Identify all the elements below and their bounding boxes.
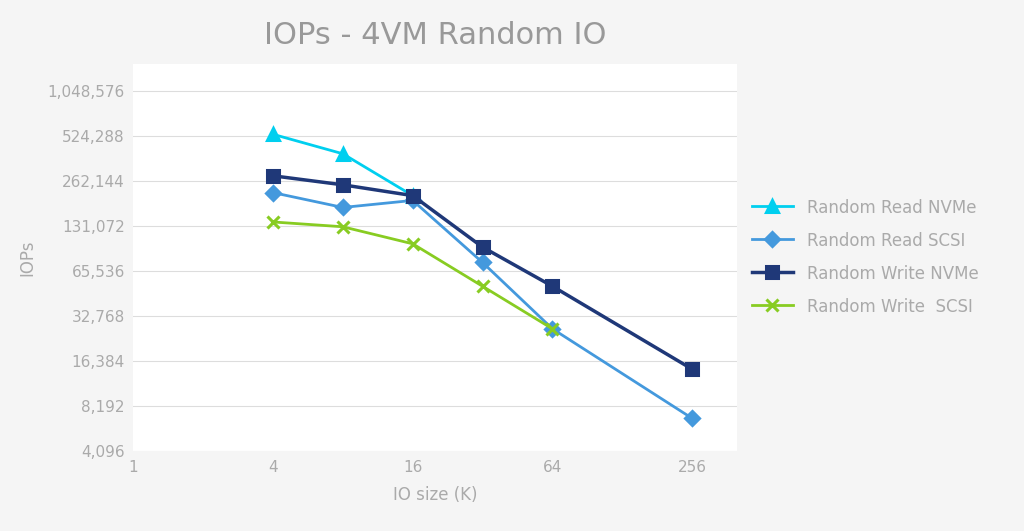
Random Write  SCSI [547, 326, 559, 332]
Random Write  SCSI [476, 283, 488, 289]
Line: Random Write NVMe: Random Write NVMe [267, 170, 697, 375]
Random Write NVMe [407, 192, 419, 199]
Random Read NVMe [337, 151, 349, 157]
Y-axis label: IOPs: IOPs [18, 239, 37, 276]
Random Write NVMe [267, 173, 280, 179]
Random Read SCSI [547, 326, 559, 332]
Random Read NVMe [267, 131, 280, 138]
Random Read SCSI [267, 190, 280, 196]
Legend: Random Read NVMe, Random Read SCSI, Random Write NVMe, Random Write  SCSI: Random Read NVMe, Random Read SCSI, Rand… [752, 199, 978, 316]
Random Read NVMe [407, 192, 419, 199]
Random Read SCSI [686, 415, 698, 422]
Random Write NVMe [547, 283, 559, 289]
Line: Random Read SCSI: Random Read SCSI [268, 188, 697, 423]
Line: Random Read NVMe: Random Read NVMe [266, 128, 419, 202]
Random Read SCSI [407, 197, 419, 203]
Title: IOPs - 4VM Random IO: IOPs - 4VM Random IO [264, 21, 606, 50]
Random Write  SCSI [337, 224, 349, 230]
Random Read SCSI [337, 204, 349, 211]
Random Write  SCSI [267, 219, 280, 225]
X-axis label: IO size (K): IO size (K) [393, 486, 477, 504]
Random Write  SCSI [407, 241, 419, 247]
Random Write NVMe [686, 366, 698, 372]
Random Read SCSI [476, 259, 488, 266]
Line: Random Write  SCSI: Random Write SCSI [266, 216, 559, 335]
Random Write NVMe [476, 244, 488, 250]
Random Write NVMe [337, 182, 349, 188]
